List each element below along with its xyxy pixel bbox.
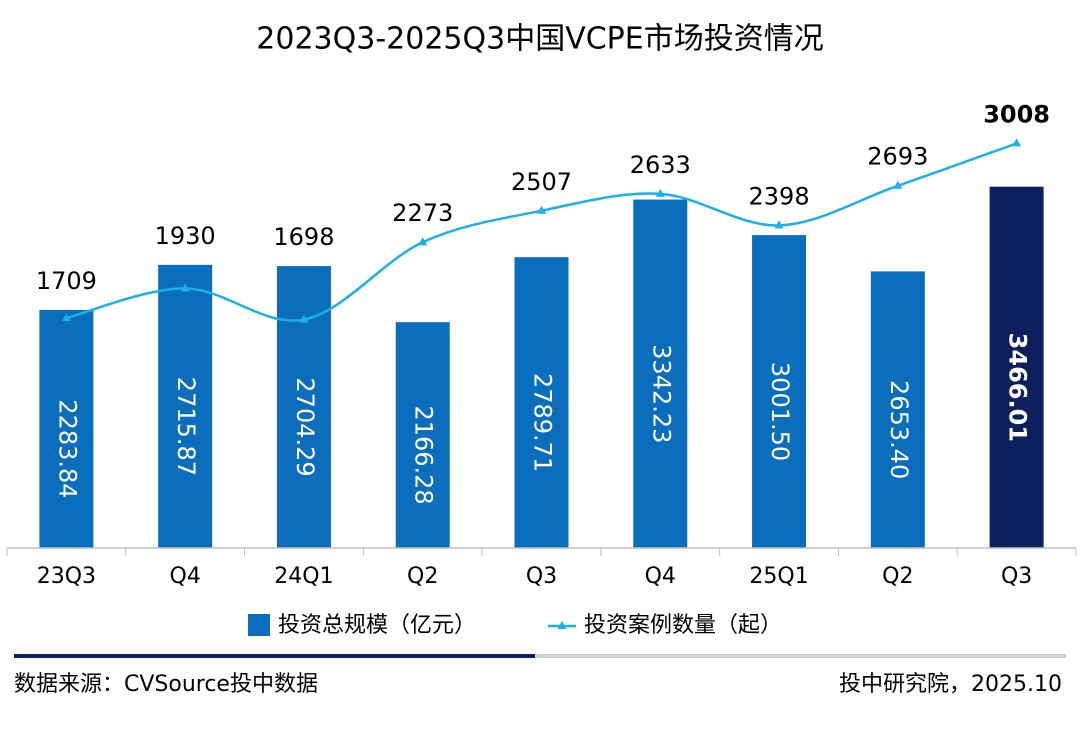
line-marker xyxy=(418,237,428,246)
bar xyxy=(633,199,688,549)
credit: 投中研究院，2025.10 xyxy=(839,672,1062,697)
bar-value-label: 2704.29 xyxy=(291,377,319,476)
line-value-label: 2693 xyxy=(867,143,928,171)
line-value-label: 2507 xyxy=(511,168,572,196)
bar-value-label: 3001.50 xyxy=(766,362,794,461)
line-marker xyxy=(299,314,309,323)
line-marker xyxy=(61,313,71,322)
bar-value-label: 2715.87 xyxy=(172,377,200,476)
bar xyxy=(514,257,569,548)
line-value-label: 2273 xyxy=(392,199,453,227)
x-tick-label: 25Q1 xyxy=(749,564,808,589)
line-value-label: 1709 xyxy=(36,267,97,295)
legend-label: 投资案例数量（起） xyxy=(584,613,782,638)
bar-value-label: 2283.84 xyxy=(53,399,81,498)
x-tick-label: Q3 xyxy=(1001,564,1032,589)
line-marker xyxy=(537,205,546,214)
bar-value-label: 2166.28 xyxy=(410,405,438,504)
line-marker xyxy=(893,180,903,189)
bar xyxy=(395,322,450,548)
x-tick-label: 24Q1 xyxy=(274,564,333,589)
bar xyxy=(870,271,925,548)
x-tick-label: 23Q3 xyxy=(37,564,96,589)
x-tick-label: Q4 xyxy=(645,564,676,589)
x-tick-label: Q2 xyxy=(882,564,913,589)
bar xyxy=(989,186,1044,548)
chart-title: 2023Q3-2025Q3中国VCPE市场投资情况 xyxy=(256,22,823,57)
line-marker xyxy=(1012,138,1022,147)
legend-label: 投资总规模（亿元） xyxy=(278,613,476,638)
bar-value-label: 3466.01 xyxy=(1004,333,1032,442)
x-tick-label: Q4 xyxy=(170,564,201,589)
source: 数据来源：CVSource投中数据 xyxy=(14,672,318,697)
bar xyxy=(752,235,807,548)
bar-value-label: 2789.71 xyxy=(529,373,557,472)
bar-value-label: 3342.23 xyxy=(647,344,675,443)
x-tick-label: Q2 xyxy=(407,564,438,589)
line-marker xyxy=(774,220,784,229)
bar-value-label: 2653.40 xyxy=(885,380,913,479)
line-value-label: 2633 xyxy=(630,151,691,179)
line-value-label: 3008 xyxy=(983,100,1050,128)
line-value-label: 2398 xyxy=(749,182,810,210)
legend-swatch xyxy=(557,621,567,629)
bar xyxy=(39,309,94,548)
line-value-label: 1698 xyxy=(273,223,334,251)
line-marker xyxy=(655,188,665,197)
line-value-label: 1930 xyxy=(155,222,216,250)
bar xyxy=(158,264,213,548)
legend-swatch xyxy=(248,614,270,636)
x-tick-label: Q3 xyxy=(526,564,557,589)
line-marker xyxy=(180,283,190,292)
